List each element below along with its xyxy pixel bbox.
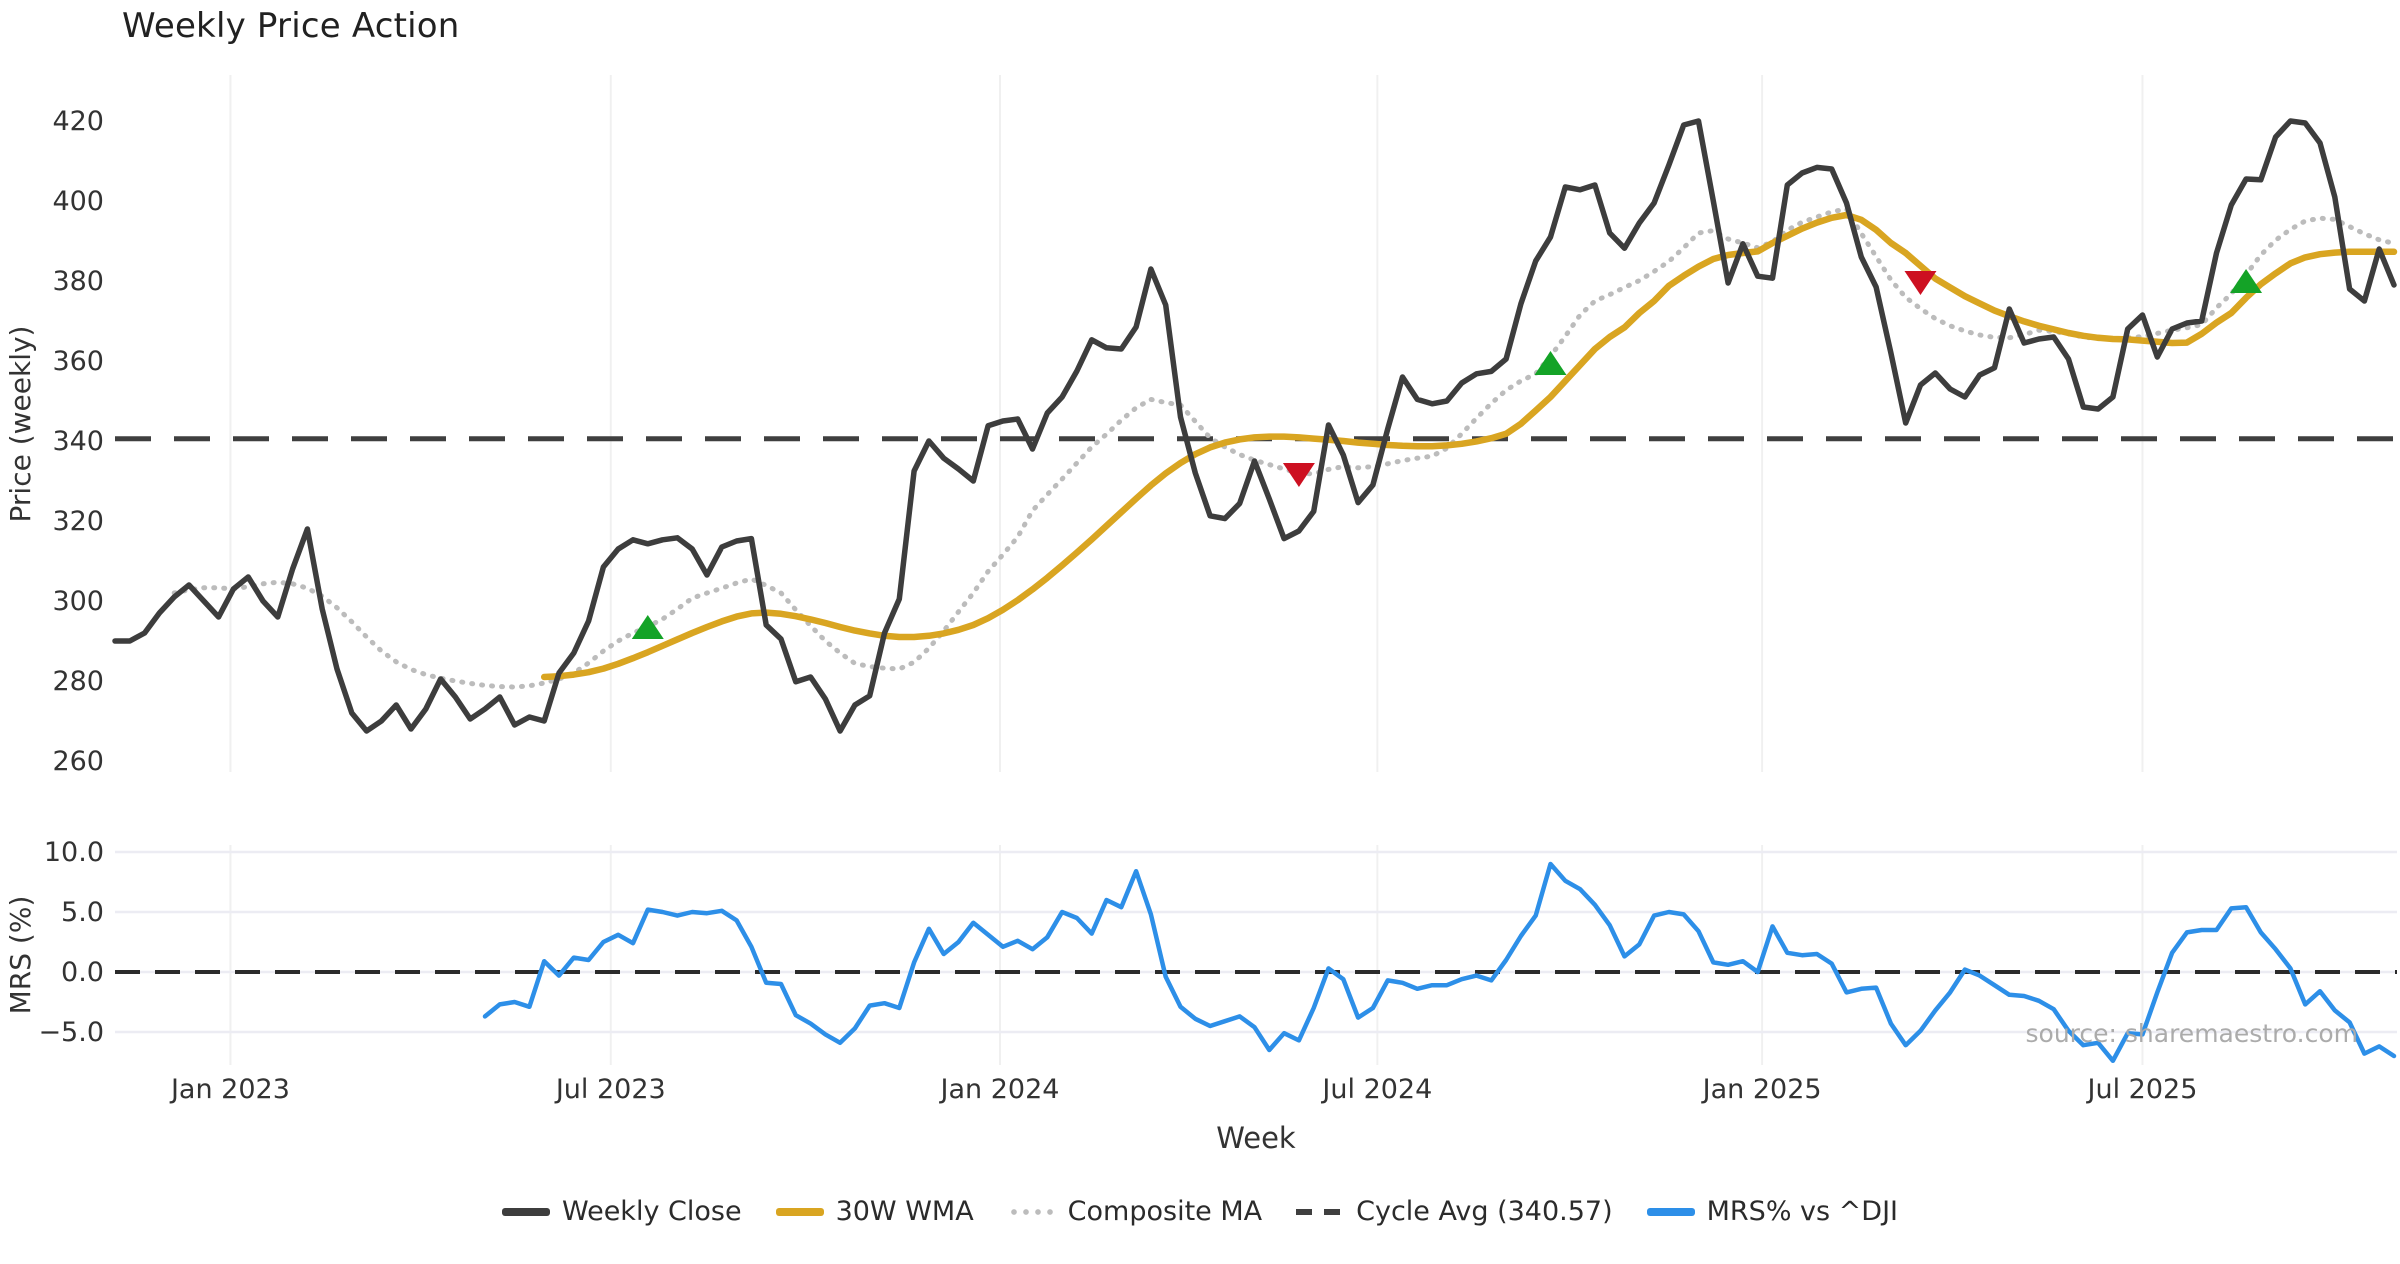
price-y-tick-label: 400 xyxy=(52,186,104,217)
price-y-tick-label: 280 xyxy=(52,666,104,697)
legend-label: 30W WMA xyxy=(835,1196,974,1227)
legend-label: Composite MA xyxy=(1067,1196,1263,1227)
legend-item-30w-wma: 30W WMA xyxy=(775,1196,974,1227)
cycle-avg-line-sample xyxy=(1296,1208,1345,1216)
x-tick-label: Jul 2024 xyxy=(1320,1074,1432,1105)
mrs-y-tick-label: 10.0 xyxy=(44,837,104,868)
chart-title: Weekly Price Action xyxy=(122,6,460,46)
price-axis-label: Price (weekly) xyxy=(4,326,37,523)
legend-item-mrs: MRS% vs ^DJI xyxy=(1646,1196,1899,1227)
mrs-line xyxy=(482,861,2397,1064)
buy-signal-marker xyxy=(1534,351,1567,375)
wma-line xyxy=(540,211,2398,681)
buy-signal-marker xyxy=(631,615,664,639)
legend-label: Cycle Avg (340.57) xyxy=(1356,1196,1613,1227)
price-y-tick-label: 380 xyxy=(52,266,104,297)
legend-item-weekly-close: Weekly Close xyxy=(501,1196,742,1227)
watermark: source: sharemaestro.com xyxy=(2026,1019,2359,1048)
trade-signal-markers xyxy=(631,269,2263,639)
x-axis-label: Week xyxy=(1216,1121,1296,1155)
x-tick-label: Jul 2025 xyxy=(2086,1074,2198,1105)
legend-item-cycle-avg: Cycle Avg (340.57) xyxy=(1296,1196,1613,1227)
sell-signal-marker xyxy=(1904,271,1937,295)
mrs-line-sample xyxy=(1646,1207,1695,1216)
x-tick-label: Jan 2025 xyxy=(1701,1074,1822,1105)
mrs-y-tick-label: 5.0 xyxy=(61,897,104,928)
legend-label: MRS% vs ^DJI xyxy=(1706,1196,1899,1227)
wma-line-sample xyxy=(775,1207,824,1216)
price-y-tick-label: 340 xyxy=(52,426,104,457)
weekly-close-line xyxy=(112,118,2397,734)
buy-signal-marker xyxy=(2230,269,2263,293)
legend-label: Weekly Close xyxy=(561,1196,742,1227)
price-y-tick-label: 320 xyxy=(52,506,104,537)
weekly-close-line-sample xyxy=(501,1207,550,1216)
gridlines xyxy=(115,75,2397,1065)
price-y-tick-label: 420 xyxy=(52,106,104,137)
price-y-tick-label: 300 xyxy=(52,586,104,617)
legend: Weekly Close 30W WMA Composite MA Cycle … xyxy=(0,1196,2400,1227)
x-tick-label: Jan 2023 xyxy=(169,1074,290,1105)
mrs-y-tick-label: 0.0 xyxy=(61,957,104,988)
x-tick-label: Jul 2023 xyxy=(554,1074,666,1105)
sell-signal-marker xyxy=(1282,463,1315,487)
tick-labels: 420 400 380 360 340 320 300 280 260 10.0 5.0 0.0 −5.… xyxy=(38,106,2197,1105)
price-y-tick-label: 260 xyxy=(52,746,104,777)
legend-item-composite-ma: Composite MA xyxy=(1007,1196,1263,1227)
composite-ma-line xyxy=(171,206,2397,690)
price-y-tick-label: 360 xyxy=(52,346,104,377)
mrs-y-tick-label: −5.0 xyxy=(38,1017,104,1048)
mrs-axis-label: MRS (%) xyxy=(4,896,37,1015)
composite-ma-line-sample xyxy=(1007,1208,1056,1216)
x-tick-label: Jan 2024 xyxy=(939,1074,1060,1105)
reference-lines xyxy=(115,436,2397,974)
data-series xyxy=(112,118,2398,1064)
